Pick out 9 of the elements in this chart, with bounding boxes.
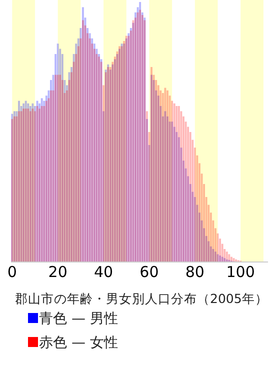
x-tick-label: 100 — [226, 263, 255, 281]
x-tick-label: 80 — [185, 263, 204, 281]
legend-label: 青色 — 男性 — [39, 311, 118, 327]
x-tick-label: 0 — [7, 263, 17, 281]
x-tick-label: 20 — [48, 263, 68, 281]
x-tick-label: 60 — [140, 263, 159, 281]
x-tick-label: 40 — [94, 263, 114, 281]
text: 郡山市の年齢・男女別人口分布（2005年） — [15, 291, 268, 306]
legend-label: 赤色 — 女性 — [39, 335, 118, 351]
